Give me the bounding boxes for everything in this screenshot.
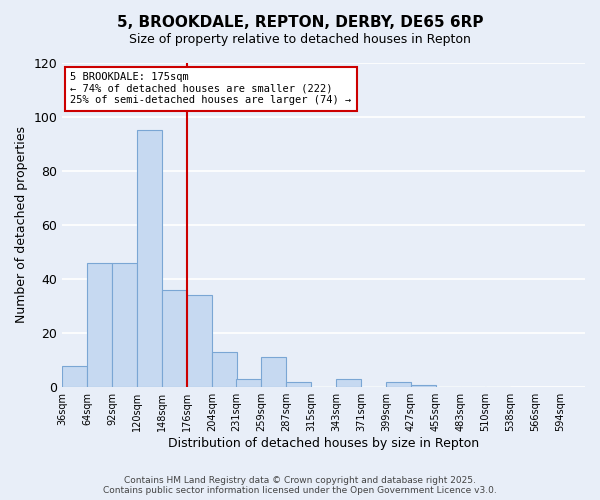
Bar	[336, 379, 361, 387]
Bar	[411, 384, 436, 387]
Bar	[286, 382, 311, 387]
Text: Contains HM Land Registry data © Crown copyright and database right 2025.
Contai: Contains HM Land Registry data © Crown c…	[103, 476, 497, 495]
Text: Size of property relative to detached houses in Repton: Size of property relative to detached ho…	[129, 32, 471, 46]
Y-axis label: Number of detached properties: Number of detached properties	[15, 126, 28, 324]
X-axis label: Distribution of detached houses by size in Repton: Distribution of detached houses by size …	[168, 437, 479, 450]
Bar	[386, 382, 411, 387]
Bar	[162, 290, 187, 387]
Bar	[187, 295, 212, 387]
Text: 5 BROOKDALE: 175sqm
← 74% of detached houses are smaller (222)
25% of semi-detac: 5 BROOKDALE: 175sqm ← 74% of detached ho…	[70, 72, 352, 106]
Bar	[87, 262, 112, 387]
Bar	[112, 262, 137, 387]
Bar	[236, 379, 261, 387]
Bar	[261, 358, 286, 387]
Text: 5, BROOKDALE, REPTON, DERBY, DE65 6RP: 5, BROOKDALE, REPTON, DERBY, DE65 6RP	[117, 15, 483, 30]
Bar	[62, 366, 87, 387]
Bar	[137, 130, 162, 387]
Bar	[212, 352, 237, 387]
